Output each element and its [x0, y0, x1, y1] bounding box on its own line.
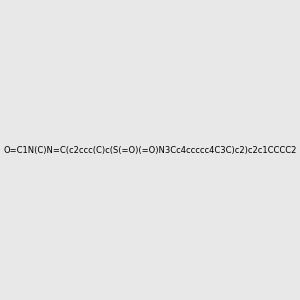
Text: O=C1N(C)N=C(c2ccc(C)c(S(=O)(=O)N3Cc4ccccc4C3C)c2)c2c1CCCC2: O=C1N(C)N=C(c2ccc(C)c(S(=O)(=O)N3Cc4cccc…: [3, 146, 297, 154]
